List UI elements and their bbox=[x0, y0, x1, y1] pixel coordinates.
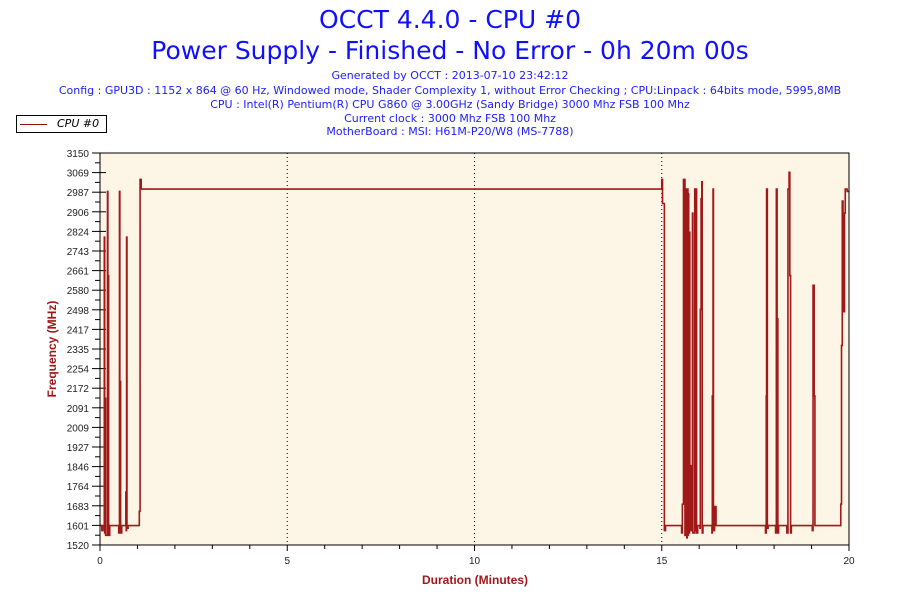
y-tick-label: 2906 bbox=[67, 208, 90, 219]
y-tick-label: 3150 bbox=[67, 149, 90, 160]
info-generated: Generated by OCCT : 2013-07-10 23:42:12 bbox=[331, 69, 569, 82]
y-tick-label: 2743 bbox=[67, 247, 90, 258]
y-tick-label: 2987 bbox=[67, 188, 90, 199]
y-tick-label: 2824 bbox=[67, 227, 90, 238]
legend-label: CPU #0 bbox=[57, 117, 100, 130]
info-cpu: CPU : Intel(R) Pentium(R) CPU G860 @ 3.0… bbox=[210, 98, 690, 111]
y-tick-label: 2580 bbox=[67, 286, 90, 297]
info-config: Config : GPU3D : 1152 x 864 @ 60 Hz, Win… bbox=[58, 84, 842, 97]
x-tick-label: 10 bbox=[469, 556, 481, 567]
y-tick-label: 2417 bbox=[67, 325, 90, 336]
y-tick-label: 3069 bbox=[67, 169, 90, 180]
y-tick-label: 2091 bbox=[67, 404, 90, 415]
y-tick-label: 1846 bbox=[67, 463, 90, 474]
chart-subtitle: Power Supply - Finished - No Error - 0h … bbox=[151, 36, 749, 65]
info-motherboard: MotherBoard : MSI: H61M-P20/W8 (MS-7788) bbox=[326, 125, 574, 138]
y-tick-label: 2498 bbox=[67, 306, 90, 317]
y-tick-label: 2661 bbox=[67, 267, 90, 278]
plot-frame bbox=[99, 152, 850, 546]
y-tick-label: 2254 bbox=[67, 365, 90, 376]
x-tick-label: 15 bbox=[656, 556, 668, 567]
legend-line-swatch bbox=[20, 124, 47, 125]
x-tick-label: 20 bbox=[843, 556, 855, 567]
y-tick-label: 2172 bbox=[67, 384, 90, 395]
x-axis-label: Duration (Minutes) bbox=[422, 573, 528, 587]
y-tick-label: 1601 bbox=[67, 521, 90, 532]
x-tick-label: 5 bbox=[284, 556, 290, 567]
chart-title: OCCT 4.4.0 - CPU #0 bbox=[319, 5, 581, 34]
y-tick-label: 2009 bbox=[67, 423, 90, 434]
series-line-cpu0 bbox=[100, 171, 849, 539]
y-tick-label: 2335 bbox=[67, 345, 90, 356]
y-tick-label: 1764 bbox=[67, 482, 90, 493]
y-axis-label: Frequency (MHz) bbox=[45, 301, 59, 398]
y-tick-label: 1927 bbox=[67, 443, 90, 454]
y-tick-label: 1520 bbox=[67, 541, 90, 552]
x-tick-label: 0 bbox=[97, 556, 103, 567]
info-clock: Current clock : 3000 Mhz FSB 100 Mhz bbox=[344, 112, 556, 125]
legend: CPU #0 bbox=[16, 115, 107, 133]
y-tick-label: 1683 bbox=[67, 502, 90, 513]
